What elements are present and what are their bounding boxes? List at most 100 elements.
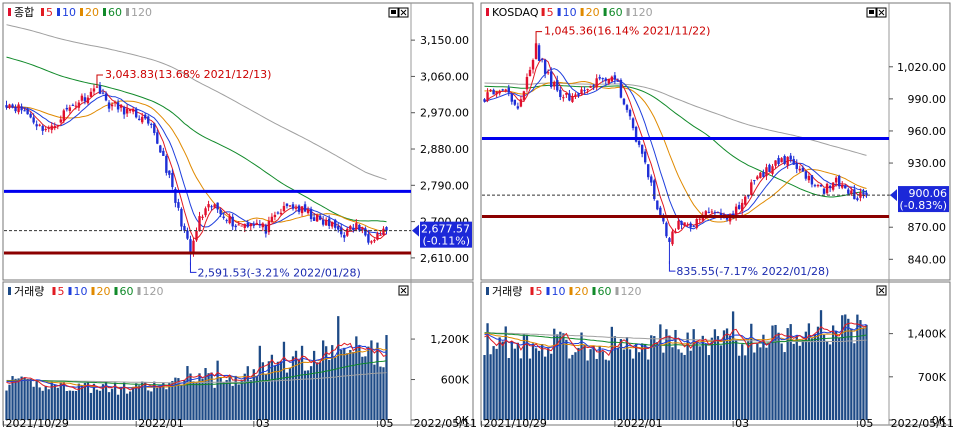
price-ma10-line (6, 94, 387, 235)
volume-bar (138, 385, 141, 420)
candle-body (577, 93, 580, 96)
volume-bar (192, 381, 195, 420)
candle-body (364, 228, 367, 236)
candle-body (616, 80, 620, 82)
close-icon (400, 9, 407, 16)
candle-body (683, 222, 686, 226)
volume-bar (547, 348, 550, 420)
volume-ma20-line (484, 327, 867, 349)
volume-bar (234, 375, 237, 420)
volume-bar (498, 337, 501, 420)
candle-body (134, 109, 138, 118)
candle-body (8, 104, 11, 107)
volume-bar (683, 354, 686, 420)
volume-bar (713, 329, 717, 420)
volume-bar (180, 384, 183, 420)
volume-bar (528, 358, 532, 420)
volume-y-tick-label: 700K (918, 371, 947, 384)
volume-legend-ma-swatch (114, 287, 118, 295)
x-tick-label: 05 (379, 417, 393, 430)
current-price-value: 2,677.57 (421, 223, 470, 236)
candle-body (659, 207, 662, 216)
candle-body (592, 84, 595, 86)
volume-legend-ma-swatch (530, 287, 534, 295)
volume-legend-ma-swatch (137, 287, 141, 295)
candle-body (195, 230, 198, 241)
volume-bar (32, 386, 35, 420)
volume-bar (216, 360, 219, 420)
candle-body (144, 114, 147, 119)
candle-body (285, 203, 289, 207)
volume-bar (364, 356, 367, 420)
candle-body (568, 93, 571, 101)
candle-body (550, 71, 553, 87)
candle-body (385, 227, 388, 231)
volume-bar (659, 324, 662, 420)
volume-bar (507, 358, 510, 420)
candle-body (110, 104, 114, 107)
volume-legend-ma-10: 10 (552, 285, 566, 298)
candle-body (228, 216, 231, 224)
volume-bar (698, 346, 701, 420)
candle-body (604, 78, 607, 81)
candle-body (559, 89, 562, 98)
volume-bar (14, 378, 17, 420)
price-legend-ma-20: 20 (586, 6, 600, 19)
candle-body (198, 216, 201, 232)
candle-body (777, 157, 780, 164)
candle-body (318, 215, 322, 220)
candle-body (501, 89, 504, 91)
candle-body (122, 107, 126, 115)
candle-body (264, 225, 268, 234)
low-marker (189, 262, 197, 273)
volume-bar (756, 343, 759, 420)
volume-y-tick-label: 1,400K (907, 328, 946, 341)
volume-y-tick-label: 1,200K (430, 333, 469, 346)
candle-body (716, 212, 720, 214)
volume-bar (631, 358, 635, 420)
candle-body (816, 185, 820, 187)
volume-y-tick-label: 0K (932, 414, 947, 427)
volume-bar (331, 345, 334, 420)
candle-body (153, 123, 156, 133)
volume-bar (367, 346, 370, 420)
candle-body (92, 88, 96, 92)
candle-body (762, 172, 765, 177)
volume-bar (850, 328, 853, 420)
candle-body (210, 206, 213, 208)
volume-bar (589, 349, 592, 420)
volume-bar (110, 388, 114, 420)
volume-bar (141, 381, 144, 420)
candle-body (150, 123, 153, 125)
price-legend-ma-120: 120 (131, 6, 152, 19)
volume-bar (501, 341, 504, 420)
volume-bar (592, 345, 595, 420)
volume-bar (361, 356, 364, 420)
volume-bar (641, 343, 644, 420)
volume-bar (116, 394, 120, 420)
volume-bar (865, 324, 868, 420)
volume-bar (222, 382, 225, 420)
volume-y-tick-label: 0K (455, 414, 470, 427)
volume-bar (492, 346, 495, 420)
high-annotation: 1,045.36(16.14% 2021/11/22) (544, 25, 710, 38)
volume-bar (159, 385, 162, 420)
volume-bar (616, 348, 620, 420)
candle-body (270, 216, 274, 223)
candle-body (765, 167, 768, 177)
candle-body (141, 116, 144, 123)
candle-body (543, 59, 547, 74)
volume-bar (838, 337, 841, 420)
candle-body (831, 182, 835, 190)
candle-body (189, 239, 192, 254)
candle-body (556, 80, 559, 91)
volume-bar (780, 343, 783, 420)
volume-bar (370, 340, 373, 420)
candle-body (719, 212, 723, 218)
volume-bar (300, 345, 304, 420)
candle-body (116, 102, 120, 110)
volume-bar (255, 376, 258, 420)
candle-body (86, 97, 90, 104)
candle-body (668, 238, 671, 242)
volume-bar (107, 392, 111, 420)
